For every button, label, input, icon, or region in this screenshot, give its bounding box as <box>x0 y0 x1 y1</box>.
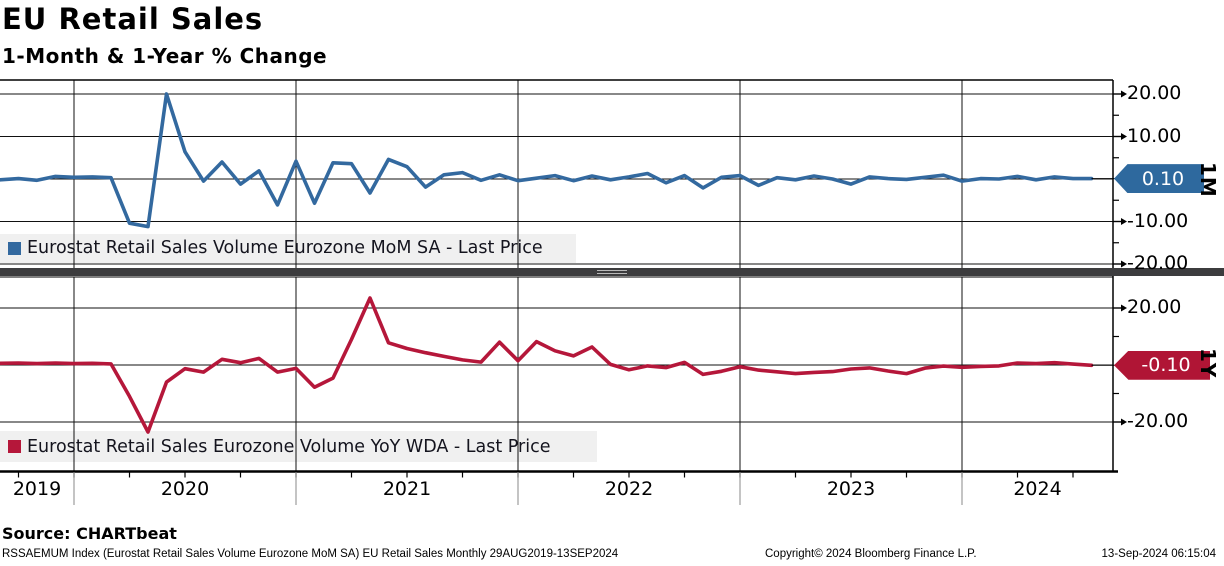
y-tick-label: -20.00 <box>1127 410 1189 432</box>
y-tick-label: -20.00 <box>1127 252 1189 274</box>
legend-mom[interactable] <box>0 234 576 263</box>
footer-copyright: Copyright© 2024 Bloomberg Finance L.P. <box>765 548 977 560</box>
source-line: Source: CHARTbeat <box>2 524 177 543</box>
x-year-label-2021: 2021 <box>382 478 432 500</box>
x-year-label-2020: 2020 <box>160 478 210 500</box>
x-year-label-2024: 2024 <box>1013 478 1062 500</box>
legend-mom-label: Eurostat Retail Sales Volume Eurozone Mo… <box>27 238 543 258</box>
last-price-tag-1y: -0.10 <box>1114 350 1210 380</box>
page-subtitle: 1-Month & 1-Year % Change <box>2 44 328 68</box>
x-year-label-2022: 2022 <box>604 478 654 500</box>
y-tick-label: -10.00 <box>1127 209 1189 232</box>
footer-ticker-info: RSSAEMUM Index (Eurostat Retail Sales Vo… <box>2 548 619 560</box>
legend-yoy[interactable] <box>0 431 597 462</box>
panel-label-1y: 1Y <box>1196 348 1220 379</box>
panel-separator-grip-icon[interactable] <box>597 270 627 274</box>
x-year-label-2023: 2023 <box>826 478 876 500</box>
last-price-value-1m: 0.10 <box>1141 167 1185 190</box>
y-tick-label: 20.00 <box>1127 82 1182 104</box>
legend-yoy-label: Eurostat Retail Sales Eurozone Volume Yo… <box>27 437 551 457</box>
legend-yoy-swatch-icon <box>8 440 21 453</box>
y-tick-label: 10.00 <box>1127 124 1182 147</box>
panel-label-1m: 1M <box>1196 161 1220 198</box>
last-price-tag-1m: 0.10 <box>1114 164 1204 194</box>
page-title: EU Retail Sales <box>2 2 264 36</box>
last-price-value-1y: -0.10 <box>1141 354 1191 377</box>
x-year-label-2019: 2019 <box>12 478 62 500</box>
footer-timestamp: 13-Sep-2024 06:15:04 <box>1101 548 1216 560</box>
y-tick-label: 20.00 <box>1127 296 1182 318</box>
legend-mom-swatch-icon <box>8 242 21 255</box>
